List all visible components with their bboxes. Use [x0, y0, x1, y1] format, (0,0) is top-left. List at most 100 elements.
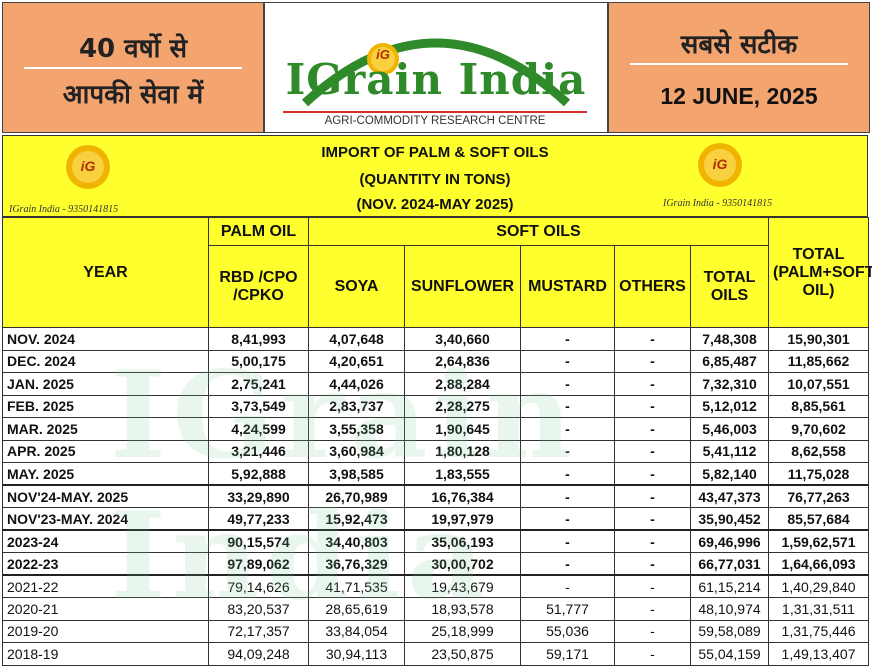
- table-row: 2021-22 79,14,626 41,71,535 19,43,679- -61,1…: [2, 574, 870, 598]
- cell-sunflower: 2,28,275: [404, 394, 521, 418]
- cell-rbd: 97,89,062: [208, 552, 309, 576]
- cell-rbd: 90,15,574: [208, 529, 309, 553]
- right-logo-badge: iG: [712, 156, 728, 172]
- tagline-divider: [23, 67, 243, 69]
- left-logo-icon: [66, 145, 110, 189]
- header-row: RBD /CPO /CPKO SOYA SUNFLOWER MUSTARD OT…: [3, 245, 869, 328]
- cell-rbd: 8,41,993: [208, 327, 309, 351]
- cell-sunflower: 1,83,555: [404, 462, 521, 486]
- cell-sunflower: 1,80,128: [404, 439, 521, 463]
- cell-total-oils: 69,46,996: [689, 529, 770, 553]
- cell-sunflower: 23,50,875: [404, 642, 521, 666]
- col-sunflower: SUNFLOWER: [404, 245, 521, 328]
- logo-arc-icon: [301, 38, 571, 107]
- left-logo-badge: iG: [80, 158, 96, 174]
- col-total-all: TOTAL (PALM+SOFT OIL): [768, 217, 872, 328]
- cell-others: -: [614, 462, 691, 486]
- cell-mustard: -: [520, 439, 615, 463]
- cell-sunflower: 19,97,979: [404, 507, 521, 531]
- date-panel: सबसे सटीक 12 JUNE, 2025: [608, 2, 870, 133]
- table-row: APR. 2025 3,21,446 3,60,984 1,80,128- -5,41,…: [2, 439, 870, 463]
- col-group-palm: PALM OIL: [208, 217, 309, 246]
- cell-sunflower: 18,93,578: [404, 597, 521, 621]
- cell-total-oils: 7,32,310: [689, 372, 770, 396]
- cell-year: APR. 2025: [2, 439, 209, 463]
- cell-total-oils: 5,41,112: [689, 439, 770, 463]
- cell-soya: 26,70,989: [308, 484, 405, 508]
- cell-year: NOV. 2024: [2, 327, 209, 351]
- col-others: OTHERS: [614, 245, 691, 328]
- cell-soya: 33,84,054: [308, 619, 405, 643]
- cell-soya: 4,07,648: [308, 327, 405, 351]
- cell-year: 2018-19: [2, 642, 209, 666]
- cell-total-oils: 5,12,012: [689, 394, 770, 418]
- report-date: 12 JUNE, 2025: [660, 83, 818, 109]
- cell-sunflower: 2,88,284: [404, 372, 521, 396]
- cell-mustard: -: [520, 484, 615, 508]
- logo-panel: iG IGrain India AGRI-COMMODITY RESEARCH …: [264, 2, 608, 133]
- cell-sunflower: 19,43,679: [404, 574, 521, 598]
- table-row: 2023-24 90,15,574 34,40,803 35,06,193- -69,4…: [2, 529, 870, 553]
- cell-mustard: -: [520, 462, 615, 486]
- table-row: 2019-20 72,17,357 33,84,054 25,18,999 55,036…: [2, 619, 870, 643]
- cell-rbd: 3,21,446: [208, 439, 309, 463]
- cell-mustard: -: [520, 349, 615, 373]
- report-title: IMPORT OF PALM & SOFT OILS: [321, 144, 549, 161]
- cell-total-oils: 59,58,089: [689, 619, 770, 643]
- cell-rbd: 4,24,599: [208, 417, 309, 441]
- cell-rbd: 49,77,233: [208, 507, 309, 531]
- cell-mustard: -: [520, 552, 615, 576]
- tagline-line2: आपकी सेवा में: [62, 80, 204, 110]
- cell-total-all: 85,57,684: [768, 507, 870, 531]
- cell-year: MAY. 2025: [2, 462, 209, 486]
- accuracy-tagline: सबसे सटीक: [680, 30, 798, 60]
- cell-rbd: 72,17,357: [208, 619, 309, 643]
- cell-others: -: [614, 484, 691, 508]
- right-logo-caption: IGrain India - 9350141815: [663, 198, 773, 209]
- cell-soya: 15,92,473: [308, 507, 405, 531]
- cell-others: -: [614, 327, 691, 351]
- cell-total-all: 1,59,62,571: [768, 529, 870, 553]
- col-mustard: MUSTARD: [520, 245, 615, 328]
- cell-rbd: 5,00,175: [208, 349, 309, 373]
- cell-others: -: [614, 417, 691, 441]
- header-group-row: YEAR PALM OIL SOFT OILS TOTAL (PALM+SOFT…: [2, 217, 872, 328]
- report-unit: (QUANTITY IN TONS): [359, 171, 511, 188]
- cell-soya: 36,76,329: [308, 552, 405, 576]
- cell-sunflower: 16,76,384: [404, 484, 521, 508]
- cell-total-oils: 5,82,140: [689, 462, 770, 486]
- cell-others: -: [614, 574, 691, 598]
- cell-total-oils: 48,10,974: [689, 597, 770, 621]
- cell-total-all: 76,77,263: [768, 484, 870, 508]
- cell-mustard: 51,777: [520, 597, 615, 621]
- cell-total-all: 1,64,66,093: [768, 552, 870, 576]
- table-row: NOV'23-MAY. 2024 49,77,233 15,92,473 19,97,…: [2, 507, 870, 531]
- cell-mustard: -: [520, 394, 615, 418]
- table-row: NOV. 2024 8,41,993 4,07,648 3,40,660- -7,48,…: [2, 327, 870, 351]
- table-row: JAN. 2025 2,75,241 4,44,026 2,88,284- -7,32,…: [2, 372, 870, 396]
- cell-mustard: -: [520, 574, 615, 598]
- cell-total-all: 1,40,29,840: [768, 574, 870, 598]
- cell-rbd: 5,92,888: [208, 462, 309, 486]
- cell-total-oils: 43,47,373: [689, 484, 770, 508]
- banner: 40 वर्षो से आपकी सेवा में iG IGrain Indi…: [0, 0, 872, 135]
- cell-sunflower: 30,00,702: [404, 552, 521, 576]
- cell-total-all: 10,07,551: [768, 372, 870, 396]
- cell-year: FEB. 2025: [2, 394, 209, 418]
- cell-soya: 41,71,535: [308, 574, 405, 598]
- cell-total-oils: 7,48,308: [689, 327, 770, 351]
- table-body: NOV. 2024 8,41,993 4,07,648 3,40,660- -7,48,…: [2, 327, 870, 666]
- cell-year: NOV'24-MAY. 2025: [2, 484, 209, 508]
- cell-year: MAR. 2025: [2, 417, 209, 441]
- cell-sunflower: 35,06,193: [404, 529, 521, 553]
- cell-mustard: -: [520, 417, 615, 441]
- cell-others: -: [614, 439, 691, 463]
- cell-year: 2022-23: [2, 552, 209, 576]
- logo-title: IGrain India: [285, 55, 587, 104]
- cell-sunflower: 25,18,999: [404, 619, 521, 643]
- col-rbd: RBD /CPO /CPKO: [208, 245, 309, 328]
- left-logo-caption: IGrain India - 9350141815: [9, 204, 119, 215]
- cell-total-oils: 55,04,159: [689, 642, 770, 666]
- cell-soya: 28,65,619: [308, 597, 405, 621]
- cell-total-all: 9,70,602: [768, 417, 870, 441]
